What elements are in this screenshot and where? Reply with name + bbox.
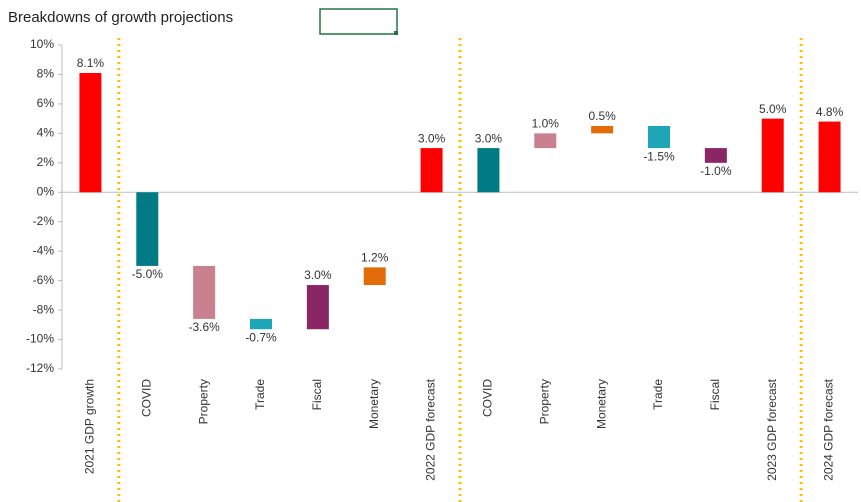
bar bbox=[818, 121, 841, 193]
x-tick-label: COVID bbox=[139, 379, 153, 417]
value-label: 3.0% bbox=[475, 131, 503, 145]
bar bbox=[761, 118, 784, 193]
bar bbox=[306, 285, 329, 330]
bar bbox=[136, 192, 159, 266]
y-tick-label: 4% bbox=[37, 126, 55, 140]
y-tick-label: 10% bbox=[30, 37, 54, 51]
x-tick-label: Property bbox=[537, 379, 551, 424]
x-tick-label: 2023 GDP forecast bbox=[765, 378, 779, 481]
value-label: -1.0% bbox=[700, 164, 732, 178]
cell-selection bbox=[319, 8, 398, 35]
y-tick-label: 8% bbox=[37, 67, 55, 81]
y-tick-label: -8% bbox=[33, 302, 55, 316]
bar bbox=[591, 126, 614, 134]
x-tick-label: Fiscal bbox=[310, 379, 324, 410]
y-tick-label: 2% bbox=[37, 155, 55, 169]
y-tick-label: -4% bbox=[33, 243, 55, 257]
x-tick-label: 2021 GDP growth bbox=[83, 379, 97, 474]
x-tick-label: Fiscal bbox=[708, 379, 722, 410]
x-tick-label: 2022 GDP forecast bbox=[424, 378, 438, 481]
value-label: -3.6% bbox=[188, 320, 220, 334]
y-tick-label: -6% bbox=[33, 273, 55, 287]
bar bbox=[250, 318, 272, 330]
value-label: -5.0% bbox=[132, 267, 164, 281]
value-label: -0.7% bbox=[245, 330, 277, 344]
value-label: 1.2% bbox=[361, 251, 389, 265]
value-label: 1.0% bbox=[532, 117, 560, 131]
value-label: 4.8% bbox=[816, 105, 844, 119]
chart-title: Breakdowns of growth projections bbox=[8, 9, 233, 26]
y-tick-label: 0% bbox=[37, 184, 55, 198]
value-label: 8.1% bbox=[77, 56, 105, 70]
y-tick-label: -10% bbox=[26, 332, 54, 346]
bar bbox=[79, 72, 102, 193]
x-tick-label: COVID bbox=[481, 379, 495, 417]
value-label: 3.0% bbox=[304, 268, 332, 282]
x-tick-label: Trade bbox=[651, 379, 665, 410]
x-tick-label: Monetary bbox=[367, 379, 381, 429]
x-tick-label: Monetary bbox=[594, 379, 608, 429]
bar bbox=[193, 265, 216, 319]
y-tick-label: -2% bbox=[33, 214, 55, 228]
bar bbox=[704, 148, 727, 163]
bar bbox=[477, 148, 500, 193]
x-tick-label: 2024 GDP forecast bbox=[822, 378, 836, 481]
selection-handle bbox=[394, 31, 398, 35]
bar bbox=[648, 126, 670, 149]
y-tick-label: -12% bbox=[26, 361, 54, 375]
bar bbox=[420, 148, 443, 193]
value-label: 5.0% bbox=[759, 102, 787, 116]
x-tick-label: Trade bbox=[253, 379, 267, 410]
bar bbox=[534, 133, 557, 149]
y-tick-label: 6% bbox=[37, 96, 55, 110]
bar bbox=[363, 267, 386, 286]
value-label: -1.5% bbox=[643, 149, 675, 163]
value-label: 0.5% bbox=[588, 109, 616, 123]
value-label: 3.0% bbox=[418, 131, 446, 145]
x-tick-label: Property bbox=[196, 379, 210, 424]
